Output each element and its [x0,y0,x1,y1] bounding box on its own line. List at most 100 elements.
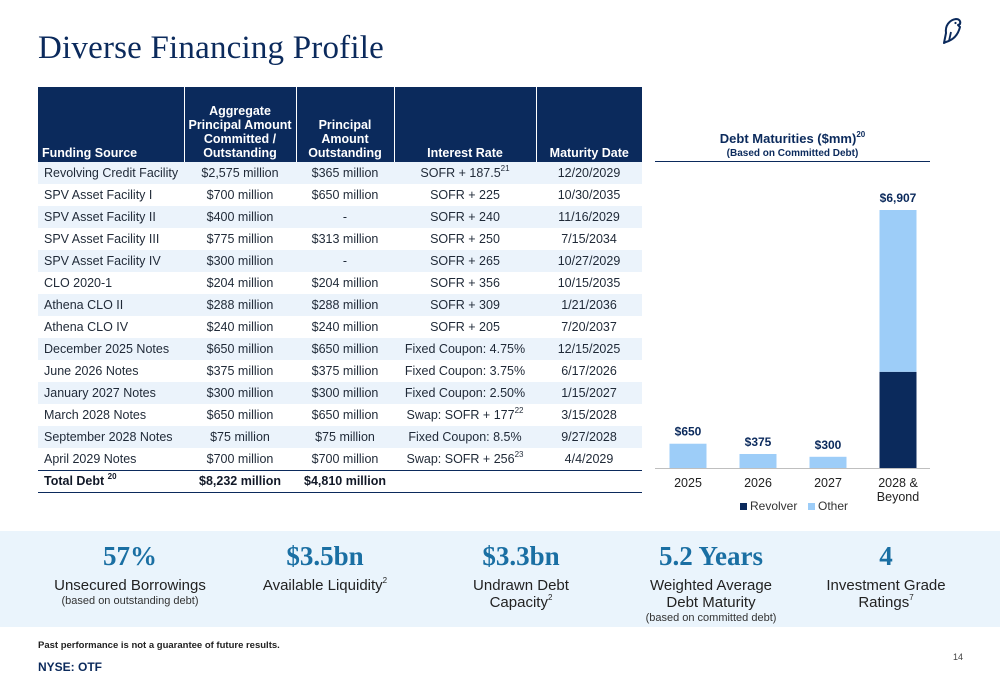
cell-outstanding: $375 million [296,360,394,382]
cell-committed-text: $700 million [206,451,274,466]
x-tick-line: Beyond [877,490,919,504]
stat-label-text: Unsecured Borrowings [54,577,206,594]
cell-interest-rate: Fixed Coupon: 3.75% [394,360,536,382]
chart-title-footnote: 20 [856,129,866,139]
table-row: CLO 2020-1 $204 million $204 million SOFR +… [38,272,642,294]
cell-committed-text: $204 million [206,276,274,290]
cell-maturity-date: 10/15/2035 [536,272,642,294]
cell-outstanding-text: $700 million [311,451,379,466]
cell-interest-rate-text: SOFR + 225 [430,188,500,202]
cell-funding-source-text: Revolving Credit Facility [44,166,179,180]
cell-funding-source: SPV Asset Facility I [38,184,184,206]
financing-table-container: Funding Source Aggregate Principal Amoun… [38,87,642,493]
cell-funding-source-text: SPV Asset Facility III [44,232,160,246]
rate-footnote: 22 [514,405,524,415]
cell-outstanding: $313 million [296,228,394,250]
data-label: $650 [675,425,702,439]
cell-committed: $240 million [184,316,296,338]
table-row: SPV Asset Facility II $400 million - SOFR +… [38,206,642,228]
x-tick-line: 2028 & [878,476,918,490]
cell-funding-source-text: January 2027 Notes [44,386,156,400]
cell-funding-source: Athena CLO II [38,294,184,316]
cell-maturity-date-text: 7/20/2037 [561,320,617,334]
cell-funding-source-text: Athena CLO IV [44,320,129,334]
cell-interest-rate-text: Fixed Coupon: 3.75% [404,364,526,378]
cell-funding-source: Athena CLO IV [38,316,184,338]
cell-maturity-date: 4/4/2029 [536,448,642,470]
x-tick-label: 2027 [814,476,842,490]
stat-block: 5.2 Years Weighted Average Debt Maturity… [616,541,806,624]
cell-maturity-date-text: 4/4/2029 [564,451,614,466]
cell-funding-source-text: March 2028 Notes [44,408,147,422]
cell-funding-source: December 2025 Notes [38,338,184,360]
cell-maturity-date-text: 10/27/2029 [557,254,621,268]
cell-interest-rate-text: Fixed Coupon: 4.75% [404,342,526,356]
cell-funding-source: March 2028 Notes [38,404,184,426]
cell-interest-rate-text: SOFR + 250 [430,232,500,246]
cell-interest-rate: Fixed Coupon: 4.75% [394,338,536,360]
cell-committed-text: $75 million [210,430,270,444]
cell-maturity-date-text: 12/20/2029 [557,166,621,180]
data-label: $300 [815,438,842,452]
bar-other-0 [669,443,707,468]
cell-committed-text: $240 million [206,320,274,334]
cell-outstanding-text: $204 million [311,276,379,290]
cell-outstanding: $75 million [296,426,394,448]
total-footnote: 20 [107,471,117,481]
data-label: $6,907 [880,191,917,205]
stat-note: (based on outstanding debt) [61,595,199,607]
debt-maturities-chart: $650 2025 $375 2026 $300 2027 $6,907 2028 & Beyo… [655,191,930,513]
cell-committed-text: $300 million [206,386,274,400]
cell-funding-source: SPV Asset Facility IV [38,250,184,272]
cell-interest-rate-text: SOFR + 309 [430,298,500,312]
cell-maturity-date: 1/15/2027 [536,382,642,404]
legend-label-other: Other [818,499,848,513]
cell-outstanding: $300 million [296,382,394,404]
table-row: April 2029 Notes $700 million $700 million… [38,448,642,470]
stat-value: 57% [103,541,157,571]
cell-outstanding-text: $375 million [311,364,379,378]
cell-maturity-date-text: 10/15/2035 [557,276,621,290]
cell-outstanding-text: - [342,210,348,224]
cell-maturity-date: 12/20/2029 [536,162,642,184]
stat-note: (based on committed debt) [645,612,777,624]
total-committed: $8,232 million [184,469,296,493]
legend-swatch-other [808,503,815,510]
cell-committed: $300 million [184,250,296,272]
cell-interest-rate-text: Fixed Coupon: 2.50% [404,386,526,400]
cell-outstanding: $700 million [296,448,394,470]
stat-label: Undrawn Debt Capacity2 [456,577,586,611]
cell-funding-source-text: September 2028 Notes [44,430,173,444]
stat-label: Unsecured Borrowings [35,577,225,594]
stat-block: $3.5bn Available Liquidity2 [230,541,420,594]
cell-outstanding: - [296,206,394,228]
bar-revolver-3 [879,371,917,468]
cell-outstanding: - [296,250,394,272]
page-number: 14 [953,652,964,662]
cell-maturity-date-text: 12/15/2025 [557,342,621,356]
stat-label: Investment Grade Ratings7 [821,577,951,611]
cell-outstanding-text: $300 million [311,386,379,400]
cell-outstanding: $650 million [296,338,394,360]
cell-committed: $204 million [184,272,296,294]
cell-committed-text: $300 million [206,254,274,268]
cell-committed: $300 million [184,382,296,404]
cell-maturity-date: 10/30/2035 [536,184,642,206]
cell-committed-text: $650 million [206,342,274,356]
key-stats-band: 57% Unsecured Borrowings (based on outst… [0,531,1000,627]
cell-funding-source-text: Athena CLO II [44,298,124,312]
cell-committed-text: $375 million [206,364,274,378]
header-maturity-date: Maturity Date [535,87,642,162]
cell-outstanding-text: $313 million [311,232,379,246]
table-row: SPV Asset Facility I $700 million $650 mil… [38,184,642,206]
cell-maturity-date: 1/21/2036 [536,294,642,316]
stat-label: Weighted Average Debt Maturity [646,577,776,611]
cell-maturity-date-text: 9/27/2028 [561,430,617,444]
cell-interest-rate: SOFR + 309 [394,294,536,316]
cell-maturity-date-text: 1/21/2036 [561,298,617,312]
cell-maturity-date-text: 10/30/2035 [557,188,621,202]
stat-block: $3.3bn Undrawn Debt Capacity2 [426,541,616,611]
cell-committed: $650 million [184,404,296,426]
cell-interest-rate: SOFR + 356 [394,272,536,294]
cell-committed: $288 million [184,294,296,316]
